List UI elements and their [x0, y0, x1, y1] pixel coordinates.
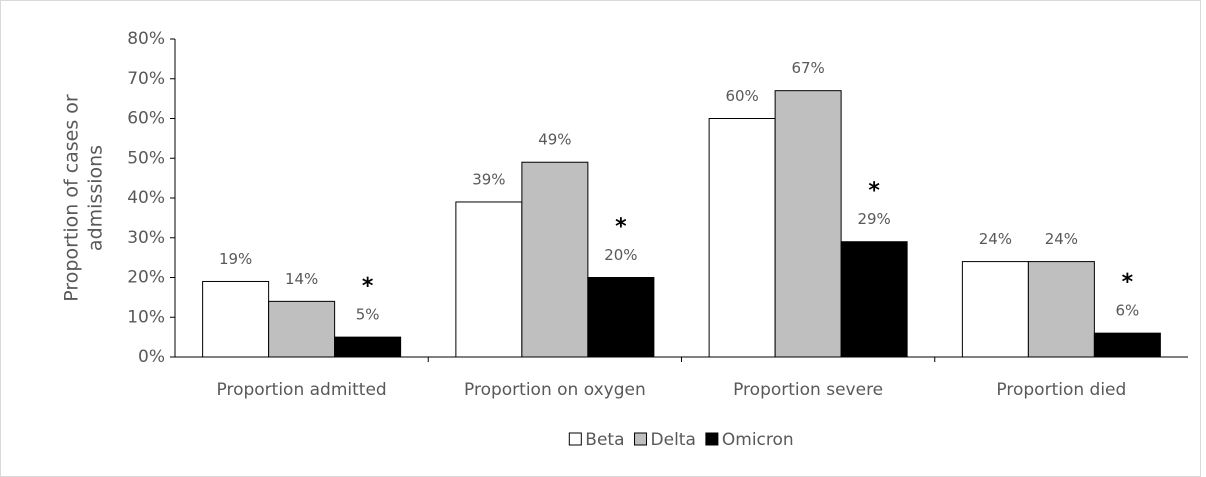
y-tick-label: 80% [127, 29, 165, 49]
y-tick-label: 10% [127, 307, 165, 327]
bar [587, 277, 655, 358]
value-label: 24% [979, 230, 1012, 248]
bar [521, 161, 589, 358]
value-label: 39% [472, 170, 505, 188]
y-tick-label: 40% [127, 188, 165, 208]
bar [708, 118, 776, 358]
value-label: 67% [791, 59, 824, 77]
x-tick-label: Proportion severe [733, 380, 883, 400]
significance-marker: * [868, 179, 880, 204]
value-label: 5% [356, 306, 380, 324]
x-tick-label: Proportion admitted [217, 380, 387, 400]
bar [1093, 332, 1161, 358]
x-tick-label: Proportion on oxygen [464, 380, 646, 400]
bar [774, 90, 842, 358]
y-axis-title: Proportion of cases or [61, 94, 83, 302]
value-label: 49% [538, 131, 571, 149]
bar [268, 300, 336, 358]
y-tick-label: 0% [138, 347, 165, 367]
legend-swatch [705, 432, 719, 446]
legend-label: Omicron [722, 430, 794, 450]
bar [455, 201, 523, 358]
legend-label: Beta [585, 430, 624, 450]
y-tick-label: 60% [127, 109, 165, 129]
bar [202, 280, 270, 358]
bar [334, 336, 402, 358]
y-tick-label: 30% [127, 228, 165, 248]
value-label: 60% [725, 87, 758, 105]
bar [961, 261, 1029, 358]
y-tick-label: 70% [127, 69, 165, 89]
value-label: 20% [604, 246, 637, 264]
legend-swatch [634, 432, 648, 446]
legend-swatch [568, 432, 582, 446]
value-label: 29% [857, 210, 890, 228]
bar [1027, 261, 1095, 358]
y-axis-title: admissions [85, 145, 107, 251]
significance-marker: * [615, 215, 627, 240]
y-tick-label: 50% [127, 148, 165, 168]
legend-label: Delta [651, 430, 696, 450]
value-label: 14% [285, 270, 318, 288]
x-tick-label: Proportion died [996, 380, 1126, 400]
value-label: 6% [1115, 302, 1139, 320]
bar [840, 241, 908, 358]
y-tick-label: 20% [127, 268, 165, 288]
significance-marker: * [362, 274, 374, 299]
significance-marker: * [1122, 270, 1134, 295]
value-label: 19% [219, 250, 252, 268]
value-label: 24% [1045, 230, 1078, 248]
